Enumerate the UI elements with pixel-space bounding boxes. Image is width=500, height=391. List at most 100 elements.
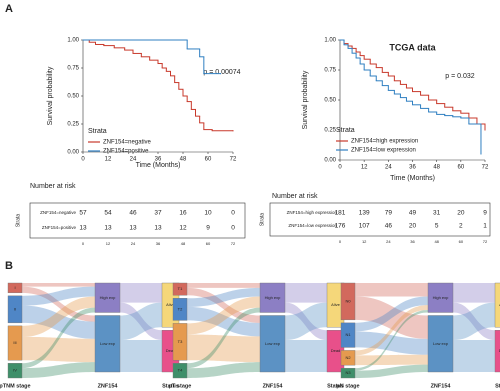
sankey-node (340, 322, 356, 348)
node-label: T4 (178, 368, 183, 373)
risk-x-tick-label: 60 (206, 241, 211, 246)
sankey-flow (187, 306, 260, 337)
risk-count: 57 (79, 210, 87, 217)
risk-count: 176 (335, 223, 346, 230)
sankey-node (172, 282, 188, 296)
node-label: Dead (499, 348, 500, 353)
sankey-flow (120, 302, 162, 341)
sankey-flow (187, 296, 260, 335)
node-label: N1 (345, 332, 351, 337)
risk-count: 13 (154, 225, 162, 232)
node-label: N0 (345, 298, 351, 303)
sankey-flow (22, 362, 95, 378)
risk-count: 16 (179, 210, 187, 217)
p-value: p = 0.00074 (203, 69, 240, 76)
node-label: T3 (178, 339, 183, 344)
sankey-flow (22, 283, 95, 287)
node-label: IV (13, 368, 17, 373)
risk-count: 20 (457, 210, 465, 217)
sankey-node (494, 330, 500, 373)
y-tick-label: 0.75 (324, 68, 336, 74)
x-tick-label: 72 (230, 157, 237, 163)
sankey-flow (355, 296, 428, 332)
risk-x-tick-label: 24 (131, 241, 136, 246)
panel-label: B (5, 260, 13, 272)
x-tick-label: 48 (433, 165, 440, 171)
sankey-node (494, 282, 500, 328)
risk-count: 54 (104, 210, 112, 217)
risk-count: 10 (204, 210, 212, 217)
sankey-flow (355, 364, 428, 378)
sankey-node (172, 363, 188, 379)
risk-count: 5 (435, 223, 439, 230)
sankey-flow (355, 283, 428, 297)
column-label: Status (327, 383, 344, 389)
sankey-flow (453, 283, 495, 303)
y-tick-label: 0.00 (67, 150, 79, 156)
sankey-flow (453, 340, 495, 372)
risk-x-tick-label: 72 (483, 239, 488, 244)
y-tick-label: 0.25 (324, 128, 336, 134)
risk-count: 46 (385, 223, 393, 230)
x-tick-label: 60 (457, 165, 464, 171)
sankey-node (259, 282, 286, 313)
sankey-flow (453, 302, 495, 341)
risk-x-tick-label: 48 (434, 239, 439, 244)
risk-count: 13 (104, 225, 112, 232)
y-tick-label: 1.00 (67, 38, 79, 44)
node-label: N2 (345, 355, 351, 360)
risk-table-title: Number at risk (272, 193, 318, 200)
sankey-node (7, 282, 23, 294)
sankey-flow (187, 362, 260, 378)
sankey-node (94, 315, 121, 373)
sankey-flow (187, 334, 260, 363)
risk-x-tick-label: 60 (459, 239, 464, 244)
risk-x-tick-label: 12 (106, 241, 111, 246)
node-label: T1 (178, 286, 183, 291)
risk-count: 37 (154, 210, 162, 217)
column-label: ZNF154 (263, 383, 284, 389)
legend-label: ZNF154=negative (103, 140, 152, 146)
column-label: pT stage (169, 383, 192, 389)
sankey-node (259, 315, 286, 373)
column-label: pTNM stage (0, 383, 31, 389)
sankey-flow (120, 340, 162, 372)
node-label: Alive (166, 302, 175, 307)
sankey-flow (22, 286, 95, 306)
node-label: T2 (178, 306, 183, 311)
node-label: High exp (433, 295, 450, 300)
legend-label: ZNF154=low expression (351, 148, 416, 154)
p-value: p = 0.032 (445, 73, 474, 80)
risk-row-label: ZNF154=positive (42, 225, 77, 230)
y-tick-label: 0.75 (67, 66, 79, 72)
sankey-flow (355, 310, 428, 371)
risk-count: 107 (359, 223, 370, 230)
node-label: Dead (331, 348, 341, 353)
column-label: Status (495, 383, 500, 389)
risk-x-tick-label: 72 (231, 241, 236, 246)
sankey-node (7, 363, 23, 379)
risk-count: 49 (409, 210, 417, 217)
x-tick-label: 0 (81, 157, 85, 163)
risk-table-axis-title: Strata (259, 213, 265, 227)
risk-table-box (269, 202, 491, 237)
y-tick-label: 0.50 (67, 94, 79, 100)
risk-count: 13 (129, 225, 137, 232)
sankey-node (172, 323, 188, 361)
chart-title: TCGA data (389, 42, 436, 52)
legend-title: Strata (336, 127, 355, 134)
x-tick-label: 48 (180, 157, 187, 163)
sankey-flow (187, 307, 260, 369)
sankey-flow (355, 331, 428, 355)
risk-row-label: ZNF154=low expression (288, 223, 337, 228)
risk-count: 9 (206, 225, 210, 232)
sankey-flow (355, 305, 428, 356)
legend-title: Strata (88, 128, 107, 135)
risk-x-tick-label: 36 (410, 239, 415, 244)
y-axis-title: Survival probability (302, 70, 309, 129)
sankey-flow (187, 287, 260, 323)
x-axis-title: Time (Months) (136, 162, 181, 169)
column-label: Status (162, 383, 179, 389)
x-tick-label: 36 (409, 165, 416, 171)
risk-table-axis-title: Strata (15, 214, 21, 228)
